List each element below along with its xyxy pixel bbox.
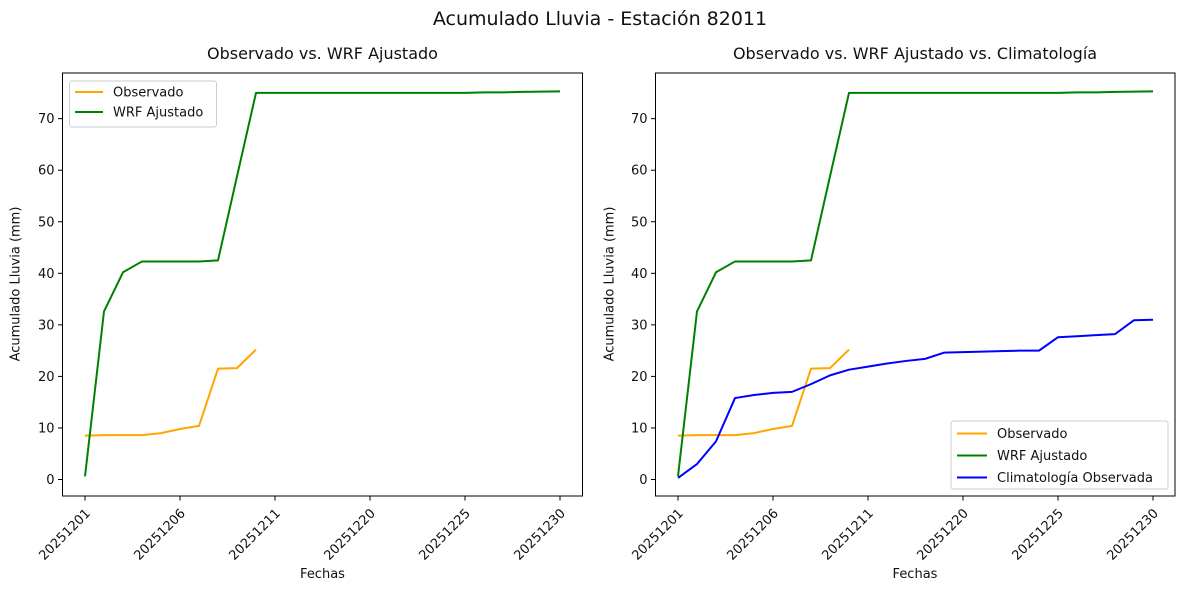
legend-label-climatologia-observada: Climatología Observada (997, 471, 1153, 486)
plot-frame (655, 72, 1176, 497)
legend-label-wrf-ajustado: WRF Ajustado (113, 106, 203, 121)
legend-box (950, 420, 1169, 490)
y-tick-label: 50 (631, 215, 648, 230)
y-tick-label: 50 (38, 215, 55, 230)
right-chart-xlabel: Fechas (892, 567, 938, 582)
legend-label-observado: Observado (113, 86, 184, 101)
y-tick-label: 40 (38, 267, 55, 282)
y-tick-label: 0 (46, 473, 54, 488)
x-tick-label: 20251206 (131, 506, 188, 563)
series-line-wrf-ajustado (84, 90, 561, 477)
left-chart-xlabel: Fechas (300, 567, 345, 582)
x-tick-label: 20251211 (226, 506, 283, 563)
x-tick-label: 20251230 (511, 506, 568, 563)
x-tick-label: 20251225 (416, 506, 473, 563)
y-tick-label: 60 (631, 164, 648, 179)
series-line-observado (84, 348, 257, 437)
x-tick-label: 20251225 (1009, 506, 1066, 563)
series-line-observado (677, 348, 850, 437)
legend-label-observado: Observado (997, 427, 1068, 442)
x-tick-label: 20251206 (724, 506, 781, 563)
y-tick-label: 10 (631, 421, 648, 436)
chart-group-1: 0 10 20 30 40 50 60 70 20251201 20251206 20251211 2… (629, 72, 1176, 564)
y-tick-label: 30 (631, 318, 648, 333)
legend-label-wrf-ajustado: WRF Ajustado (997, 449, 1087, 464)
left-chart-title: Observado vs. WRF Ajustado (207, 44, 438, 63)
right-chart-title: Observado vs. WRF Ajustado vs. Climatolo… (732, 44, 1098, 63)
plot-frame (62, 72, 583, 497)
x-tick-label: 20251211 (819, 506, 876, 563)
y-tick-label: 40 (631, 267, 648, 282)
figure-suptitle: Acumulado Lluvia - Estación 82011 (432, 8, 768, 30)
x-tick-label: 20251220 (914, 506, 971, 563)
y-tick-label: 0 (639, 473, 647, 488)
chart-group-0: 0 10 20 30 40 50 60 70 20251201 20251206 20251211 2… (36, 72, 583, 564)
y-tick-label: 10 (38, 421, 55, 436)
x-tick-label: 20251230 (1104, 506, 1161, 563)
x-tick-label: 20251201 (629, 506, 686, 563)
y-tick-label: 30 (38, 318, 55, 333)
legend-box (69, 80, 217, 128)
y-tick-label: 60 (38, 164, 55, 179)
y-tick-label: 70 (38, 112, 55, 127)
y-tick-label: 20 (38, 370, 55, 385)
x-tick-label: 20251220 (321, 506, 378, 563)
y-tick-label: 70 (631, 112, 648, 127)
x-tick-label: 20251201 (36, 506, 93, 563)
series-line-climatologia-observada (677, 318, 1154, 479)
series-line-wrf-ajustado (677, 90, 1154, 477)
y-tick-label: 20 (631, 370, 648, 385)
